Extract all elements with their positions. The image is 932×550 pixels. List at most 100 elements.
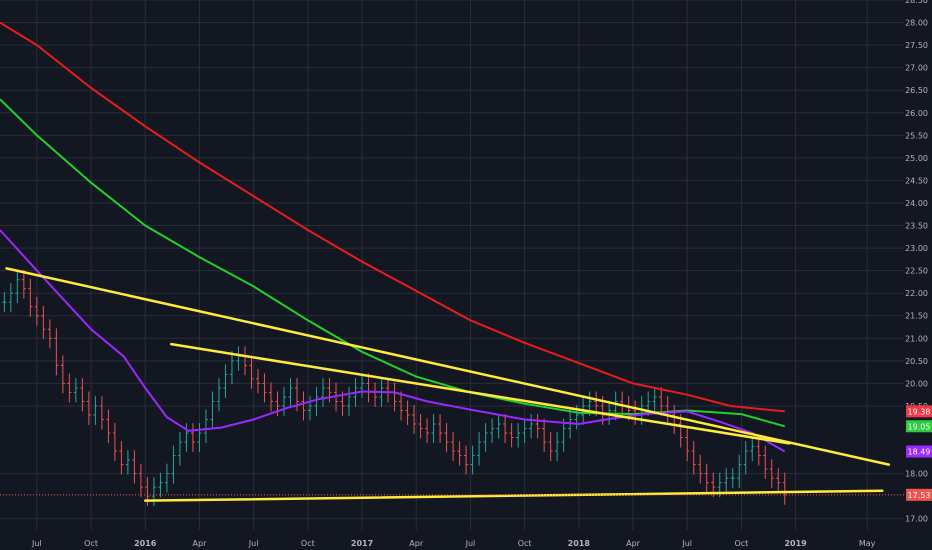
price-bar [2, 292, 7, 313]
price-bar [210, 391, 215, 430]
y-tick-label: 27.00 [905, 64, 928, 73]
price-bar [685, 427, 690, 461]
price-bar [704, 463, 709, 493]
x-tick-label: Jul [465, 539, 476, 548]
price-bar [138, 463, 143, 498]
price-bar [93, 396, 98, 425]
price-bar [60, 355, 65, 394]
y-tick-label: 23.50 [905, 222, 928, 231]
price-bar [691, 441, 696, 475]
y-tick-label: 22.00 [905, 289, 928, 298]
price-bar [360, 373, 365, 398]
price-badges: 19.38 19.05 18.49 17.53 [906, 405, 932, 501]
price-bar [509, 423, 514, 448]
price-badge: 18.49 [906, 445, 932, 458]
price-bar [80, 377, 85, 412]
x-tick-label: Oct [518, 539, 532, 548]
trendlines[interactable] [5, 267, 891, 502]
price-bar [262, 373, 267, 403]
price-bar [171, 445, 176, 484]
x-tick-label: Oct [84, 539, 98, 548]
price-bar [561, 418, 566, 452]
trendline-3[interactable] [143, 489, 884, 502]
price-bar [190, 423, 195, 452]
price-bar [255, 368, 260, 394]
price-bar [470, 445, 475, 475]
x-tick-label: Apr [193, 539, 208, 548]
price-bar [743, 441, 748, 475]
price-bar [724, 468, 729, 493]
svg-text:19.38: 19.38 [908, 407, 931, 416]
price-bar [177, 432, 182, 466]
y-tick-label: 18.00 [905, 470, 928, 479]
x-tick-label: Apr [626, 539, 641, 548]
x-tick-label: Apr [409, 539, 424, 548]
price-bar [503, 414, 508, 443]
svg-text:19.05: 19.05 [908, 422, 931, 431]
y-tick-label: 21.50 [905, 312, 928, 321]
price-bar [34, 296, 39, 326]
moving-average-line-1 [0, 21, 785, 413]
price-bar [216, 377, 221, 412]
time-axis[interactable]: Jul Oct 2016 Apr Jul Oct 2017 Apr Jul Oct 2018 Apr J… [0, 530, 932, 550]
y-tick-label: 22.50 [905, 267, 928, 276]
price-bar [698, 454, 703, 484]
price-bar [132, 450, 137, 484]
y-tick-label: 26.50 [905, 86, 928, 95]
price-bar [750, 436, 755, 461]
price-bar [288, 377, 293, 407]
price-bar [730, 468, 735, 489]
price-bar [281, 387, 286, 416]
price-bar [86, 391, 91, 425]
price-bar [112, 423, 117, 461]
price-bar [451, 432, 456, 461]
price-badge: 17.53 [906, 488, 932, 501]
price-bar [457, 441, 462, 466]
x-tick-label: 2018 [568, 539, 591, 548]
x-tick-label: May [859, 539, 876, 548]
x-tick-label: Oct [301, 539, 315, 548]
y-tick-label: 24.00 [905, 199, 928, 208]
trendline-1[interactable] [5, 267, 891, 466]
price-bar [763, 445, 768, 480]
price-bar [21, 269, 26, 299]
price-bar [418, 414, 423, 439]
x-tick-label: 2016 [134, 539, 157, 548]
x-tick-label: Jul [248, 539, 259, 548]
price-bar [756, 436, 761, 466]
price-bar [652, 387, 657, 412]
price-bar [659, 387, 664, 416]
price-bar [776, 468, 781, 493]
svg-text:17.53: 17.53 [908, 491, 931, 500]
price-bar [477, 432, 482, 466]
x-tick-label: Jul [681, 539, 692, 548]
price-bar [41, 305, 46, 340]
price-bar [54, 328, 59, 376]
y-tick-label: 26.00 [905, 109, 928, 118]
price-bar [249, 355, 254, 389]
price-bar [542, 418, 547, 452]
price-bar [308, 396, 313, 421]
price-bar [399, 391, 404, 421]
price-bar [412, 405, 417, 434]
grid [0, 0, 904, 530]
price-badge: 19.38 [906, 405, 932, 418]
price-bar [229, 350, 234, 385]
price-bar [529, 414, 534, 439]
y-tick-label: 25.00 [905, 154, 928, 163]
y-tick-label: 24.50 [905, 176, 928, 185]
price-bar [405, 400, 410, 425]
trendline-2[interactable] [170, 342, 791, 445]
price-axis[interactable]: 28.50 28.00 27.50 27.00 26.50 26.00 25.50 25.00… [904, 0, 932, 550]
price-bar [483, 423, 488, 452]
price-bar [158, 472, 163, 498]
price-bar [197, 423, 202, 452]
price-bar [490, 418, 495, 443]
price-bar [67, 373, 72, 403]
y-tick-label: 17.00 [905, 515, 928, 524]
price-bar [8, 283, 13, 313]
x-tick-label: 2019 [784, 539, 807, 548]
price-bar [223, 364, 228, 398]
